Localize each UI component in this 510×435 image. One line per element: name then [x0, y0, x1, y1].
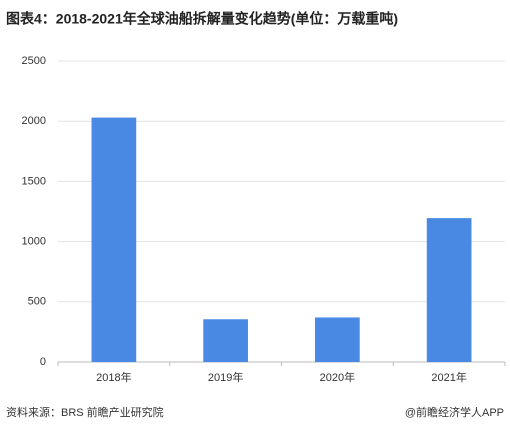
chart-title: 图表4：2018-2021年全球油船拆解量变化趋势(单位：万载重吨): [6, 11, 398, 27]
bar: [91, 117, 137, 362]
bar: [426, 218, 472, 362]
y-tick-label: 0: [40, 356, 46, 368]
footer-brand: @前瞻经济学人APP: [405, 405, 504, 419]
y-tick-label: 1500: [22, 175, 46, 187]
bar: [203, 319, 248, 362]
source-note: 资料来源：BRS 前瞻产业研究院: [6, 405, 164, 419]
y-tick-label: 500: [28, 296, 46, 308]
y-tick-label: 2500: [22, 55, 46, 67]
bar: [315, 317, 360, 362]
x-tick-label: 2019年: [208, 370, 243, 384]
y-tick-label: 1000: [22, 236, 46, 248]
x-tick-label: 2021年: [431, 370, 466, 384]
y-tick-label: 2000: [22, 115, 46, 127]
x-tick-label: 2018年: [96, 370, 131, 384]
x-tick-label: 2020年: [320, 370, 355, 384]
